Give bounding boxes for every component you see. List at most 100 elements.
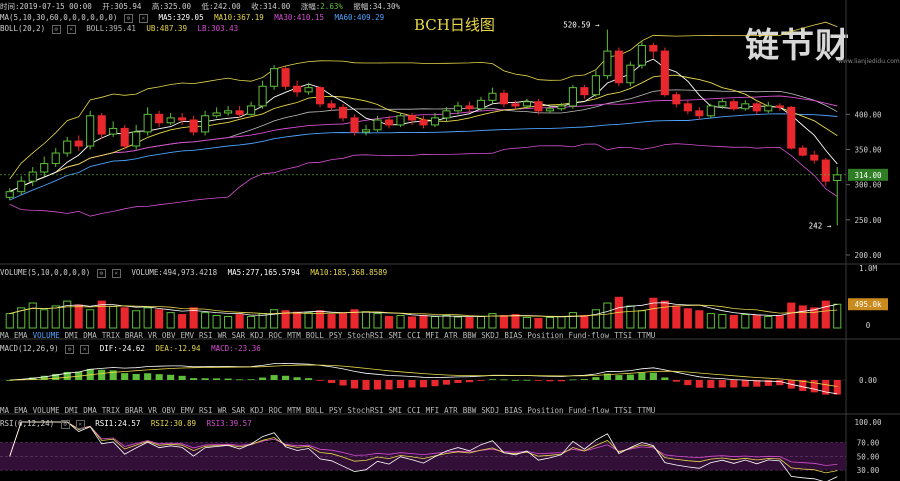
volume-bar	[511, 314, 520, 329]
indicator-tab-sar[interactable]: SAR	[231, 331, 246, 340]
indicator-tab-ttmu[interactable]: TTMU	[637, 331, 656, 340]
indicator-tab-ema[interactable]: EMA	[14, 406, 28, 415]
indicator-tab-smi[interactable]: SMI	[388, 331, 403, 340]
indicator-tab-bias[interactable]: BIAS	[504, 331, 523, 340]
indicator-tab-bias[interactable]: BIAS	[504, 406, 523, 415]
indicator-tab-emv[interactable]: EMV	[180, 331, 195, 340]
indicator-tab-wr[interactable]: WR	[217, 331, 227, 340]
indicator-tab-trix[interactable]: TRIX	[101, 331, 120, 340]
close-icon[interactable]: ×	[66, 24, 76, 34]
indicator-tab-stochrsi[interactable]: StochRSI	[347, 406, 384, 415]
indicator-tab-skdj[interactable]: SKDJ	[481, 331, 500, 340]
volume-bar	[626, 305, 635, 329]
volume-bar	[120, 307, 129, 329]
indicator-tab-atr[interactable]: ATR	[444, 406, 458, 415]
indicator-tab-obv[interactable]: OBV	[161, 406, 176, 415]
candle-body	[304, 87, 313, 93]
indicator-tab-fund-flow[interactable]: Fund-flow	[568, 331, 610, 340]
boll-value: BOLL:395.41	[86, 24, 136, 33]
chart-title: BCH日线图	[414, 16, 495, 34]
settings-icon[interactable]: ⚙	[65, 344, 75, 354]
close-icon[interactable]: ×	[80, 344, 90, 354]
indicator-tab-smi[interactable]: SMI	[388, 406, 403, 415]
settings-icon[interactable]: ⚙	[60, 419, 70, 429]
indicator-tab-mfi[interactable]: MFI	[425, 406, 440, 415]
close-icon[interactable]: ×	[75, 419, 85, 429]
indicator-tab-roc[interactable]: ROC	[268, 406, 283, 415]
settings-icon[interactable]: ⚙	[51, 24, 61, 34]
close-icon[interactable]: ×	[111, 268, 121, 278]
macd-histogram-bar	[557, 380, 565, 382]
indicator-tab-emv[interactable]: EMV	[180, 406, 195, 415]
indicator-tab-vr[interactable]: VR	[147, 406, 157, 415]
indicator-tab-roc[interactable]: ROC	[268, 331, 283, 340]
indicator-tab-brar[interactable]: BRAR	[124, 331, 143, 340]
macd-histogram-bar	[98, 369, 106, 380]
indicator-tab-position[interactable]: Position	[527, 331, 564, 340]
indicator-tab-ttmu[interactable]: TTMU	[637, 406, 656, 415]
volume-bar	[97, 300, 106, 329]
indicator-tab-mtm[interactable]: MTM	[287, 406, 301, 415]
indicator-tab-cci[interactable]: CCI	[407, 406, 421, 415]
low-annotation: 242 →	[809, 221, 832, 230]
close-icon[interactable]: ×	[138, 13, 148, 23]
volume-bar	[247, 315, 256, 329]
indicator-tab-rsi[interactable]: RSI	[199, 406, 213, 415]
indicator-tab-dma[interactable]: DMA	[83, 406, 97, 415]
indicator-tab-vr[interactable]: VR	[147, 331, 157, 340]
volume-bar	[775, 315, 784, 329]
macd-tick-zero: 0.00	[859, 376, 878, 385]
indicator-tab-stochrsi[interactable]: StochRSI	[347, 331, 384, 340]
volume-bar	[419, 315, 428, 329]
volume-bar	[338, 313, 348, 329]
candle-body	[97, 115, 106, 135]
indicator-tab-psy[interactable]: PSY	[328, 406, 343, 415]
indicator-tab-bbw[interactable]: BBW	[462, 406, 477, 415]
indicator-tab-ttsi[interactable]: TTSI	[614, 406, 633, 415]
indicator-tab-ma[interactable]: MA	[0, 331, 10, 340]
indicator-tab-psy[interactable]: PSY	[328, 331, 343, 340]
indicator-tab-boll[interactable]: BOLL	[305, 331, 324, 340]
indicator-tab-position[interactable]: Position	[527, 406, 564, 415]
indicator-tab-ttsi[interactable]: TTSI	[614, 331, 633, 340]
indicator-tab-mfi[interactable]: MFI	[425, 331, 440, 340]
settings-icon[interactable]: ⚙	[96, 268, 106, 278]
macd-histogram-bar	[293, 377, 301, 380]
indicator-tab-fund-flow[interactable]: Fund-flow	[568, 406, 610, 415]
indicator-tab-brar[interactable]: BRAR	[124, 406, 143, 415]
ma60-value: MA60:409.29	[334, 13, 385, 22]
indicator-tab-bbw[interactable]: BBW	[462, 331, 477, 340]
rsi2-line	[9, 421, 838, 474]
indicator-tab-dmi[interactable]: DMI	[64, 331, 79, 340]
indicator-tab-cci[interactable]: CCI	[407, 331, 421, 340]
indicator-tab-skdj[interactable]: SKDJ	[481, 406, 500, 415]
macd-histogram-bar	[270, 375, 278, 380]
indicator-tab-trix[interactable]: TRIX	[101, 406, 120, 415]
indicator-tab-ema[interactable]: EMA	[14, 331, 28, 340]
price-tick-label: 250.00	[854, 216, 882, 225]
volume-bar	[86, 309, 95, 329]
candle-body	[166, 117, 175, 124]
indicator-tab-atr[interactable]: ATR	[444, 331, 458, 340]
indicator-tab-volume[interactable]: VOLUME	[32, 406, 60, 415]
volume-bar	[787, 302, 796, 329]
indicator-tab-kdj[interactable]: KDJ	[250, 406, 264, 415]
indicator-tab-kdj[interactable]: KDJ	[250, 331, 264, 340]
indicator-tab-ma[interactable]: MA	[0, 406, 10, 415]
indicator-tab-wr[interactable]: WR	[217, 406, 227, 415]
volume-bar	[40, 309, 49, 329]
indicator-tab-dmi[interactable]: DMI	[64, 406, 79, 415]
volume-legend-row: VOLUME(5,10,0,0,0,0) ⚙ × VOLUME:494,973.4…	[0, 268, 393, 278]
volume-tick-zero: 0	[866, 321, 871, 330]
indicator-tab-rsi[interactable]: RSI	[199, 331, 213, 340]
settings-icon[interactable]: ⚙	[123, 13, 133, 23]
indicator-tab-boll[interactable]: BOLL	[305, 406, 324, 415]
candle-body	[672, 94, 681, 105]
indicator-tab-sar[interactable]: SAR	[231, 406, 246, 415]
macd-histogram-bar	[500, 379, 508, 381]
indicator-tab-dma[interactable]: DMA	[83, 331, 97, 340]
indicator-tab-obv[interactable]: OBV	[161, 331, 176, 340]
ohlc-header-row: 时间:2019-07-15 00:00 开:305.94 高:325.00 低:…	[0, 2, 406, 11]
indicator-tab-mtm[interactable]: MTM	[287, 331, 301, 340]
indicator-tab-volume[interactable]: VOLUME	[32, 331, 60, 340]
